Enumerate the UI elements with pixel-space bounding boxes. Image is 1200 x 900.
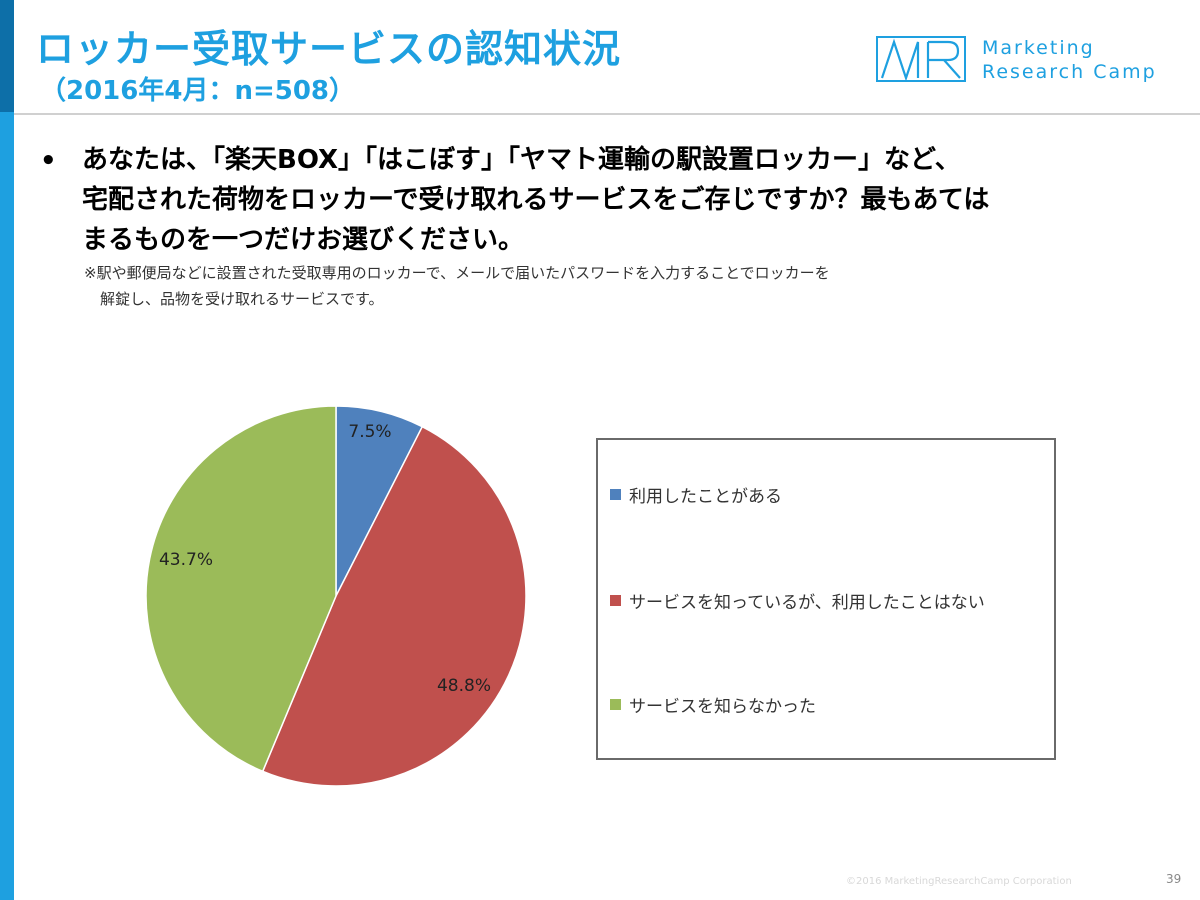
logo-text-line2: Research Camp [982,61,1157,83]
legend-swatch-2 [610,595,621,606]
slide-subtitle: （2016年4月：n=508） [40,76,356,106]
legend-swatch-1 [610,489,621,500]
note-line-2: 解錠し、品物を受け取れるサービスです。 [100,290,384,308]
question-line-1: あなたは、「楽天BOX」「はこぼす」「ヤマト運輸の駅設置ロッカー」など、 [82,145,961,175]
legend-item-1: 利用したことがある [610,482,782,507]
copyright-text: ©2016 MarketingResearchCamp Corporation [846,876,1072,887]
chart-legend: 利用したことがあるサービスを知っているが、利用したことはない サービスを知らなかっ… [596,438,1056,760]
survey-question: あなたは、「楽天BOX」「はこぼす」「ヤマト運輸の駅設置ロッカー」など、 宅配さ… [82,140,1172,260]
pie-data-label-1: 7.5% [348,422,391,442]
note-line-1: ※駅や郵便局などに設置された受取専用のロッカーで、メールで届いたパスワードを入力… [84,264,830,282]
question-line-2: 宅配された荷物をロッカーで受け取れるサービスをご存じですか？最もあては [82,185,990,215]
legend-label-2: サービスを知っているが、利用したことはない [629,593,985,613]
legend-item-3: サービスを知らなかった [610,692,816,717]
accent-side-bar [0,0,14,900]
accent-side-bar-top [0,0,14,112]
pie-data-label-2: 48.8% [437,676,491,696]
question-line-3: まるものを一つだけお選びください。 [82,225,525,255]
company-logo: Marketing Research Camp [876,36,1176,86]
logo-text: Marketing Research Camp [982,36,1157,84]
header-divider [14,113,1200,115]
legend-swatch-3 [610,699,621,710]
pie-data-label-3: 43.7% [159,550,213,570]
pie-slice-3 [145,405,337,773]
legend-label-3: サービスを知らなかった [629,697,816,717]
bullet-marker: • [40,146,57,176]
pie-chart: 7.5% 48.8% 43.7% [145,405,527,787]
legend-item-2: サービスを知っているが、利用したことはない [610,588,985,613]
legend-label-1: 利用したことがある [629,487,782,507]
question-note: ※駅や郵便局などに設置された受取専用のロッカーで、メールで届いたパスワードを入力… [84,260,1144,312]
page-number: 39 [1166,872,1182,886]
logo-text-line1: Marketing [982,37,1095,59]
pie-slice-2 [261,425,527,787]
slide-title: ロッカー受取サービスの認知状況 [36,27,622,71]
logo-mark-icon [876,36,966,82]
